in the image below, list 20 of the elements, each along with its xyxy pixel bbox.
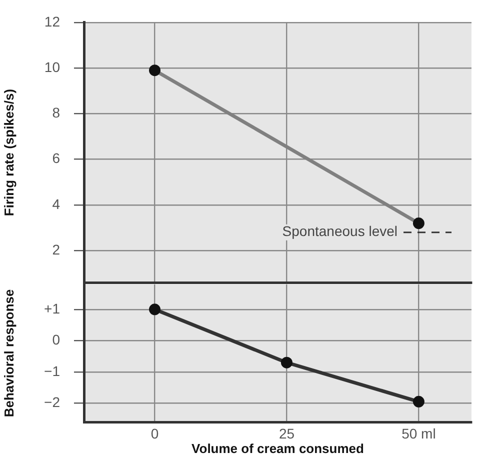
- y-axis-title: Firing rate (spikes/s): [1, 88, 16, 216]
- x-tick-label: 50 ml: [402, 425, 436, 442]
- y-tick-label: 12: [44, 13, 60, 30]
- y-tick-label: +1: [44, 300, 60, 316]
- point: [148, 304, 160, 316]
- y-tick-label: 0: [52, 332, 60, 348]
- point: [412, 396, 424, 408]
- y-tick-label: 8: [52, 104, 60, 121]
- y-tick-label: 2: [52, 242, 60, 258]
- y-tick-label: 6: [52, 150, 60, 166]
- point: [280, 356, 292, 368]
- y-tick-label: −2: [44, 394, 60, 410]
- y-axis-title: Behavioral response: [1, 289, 16, 418]
- x-tick-label: 25: [278, 425, 295, 442]
- x-axis-title: Volume of cream consumed: [192, 440, 364, 456]
- y-tick-label: −1: [44, 362, 60, 379]
- y-tick-label: 4: [52, 196, 60, 212]
- ref-line-label: Spontaneous level: [282, 223, 398, 240]
- y-tick-label: 10: [44, 58, 60, 75]
- x-tick-label: 0: [150, 425, 159, 442]
